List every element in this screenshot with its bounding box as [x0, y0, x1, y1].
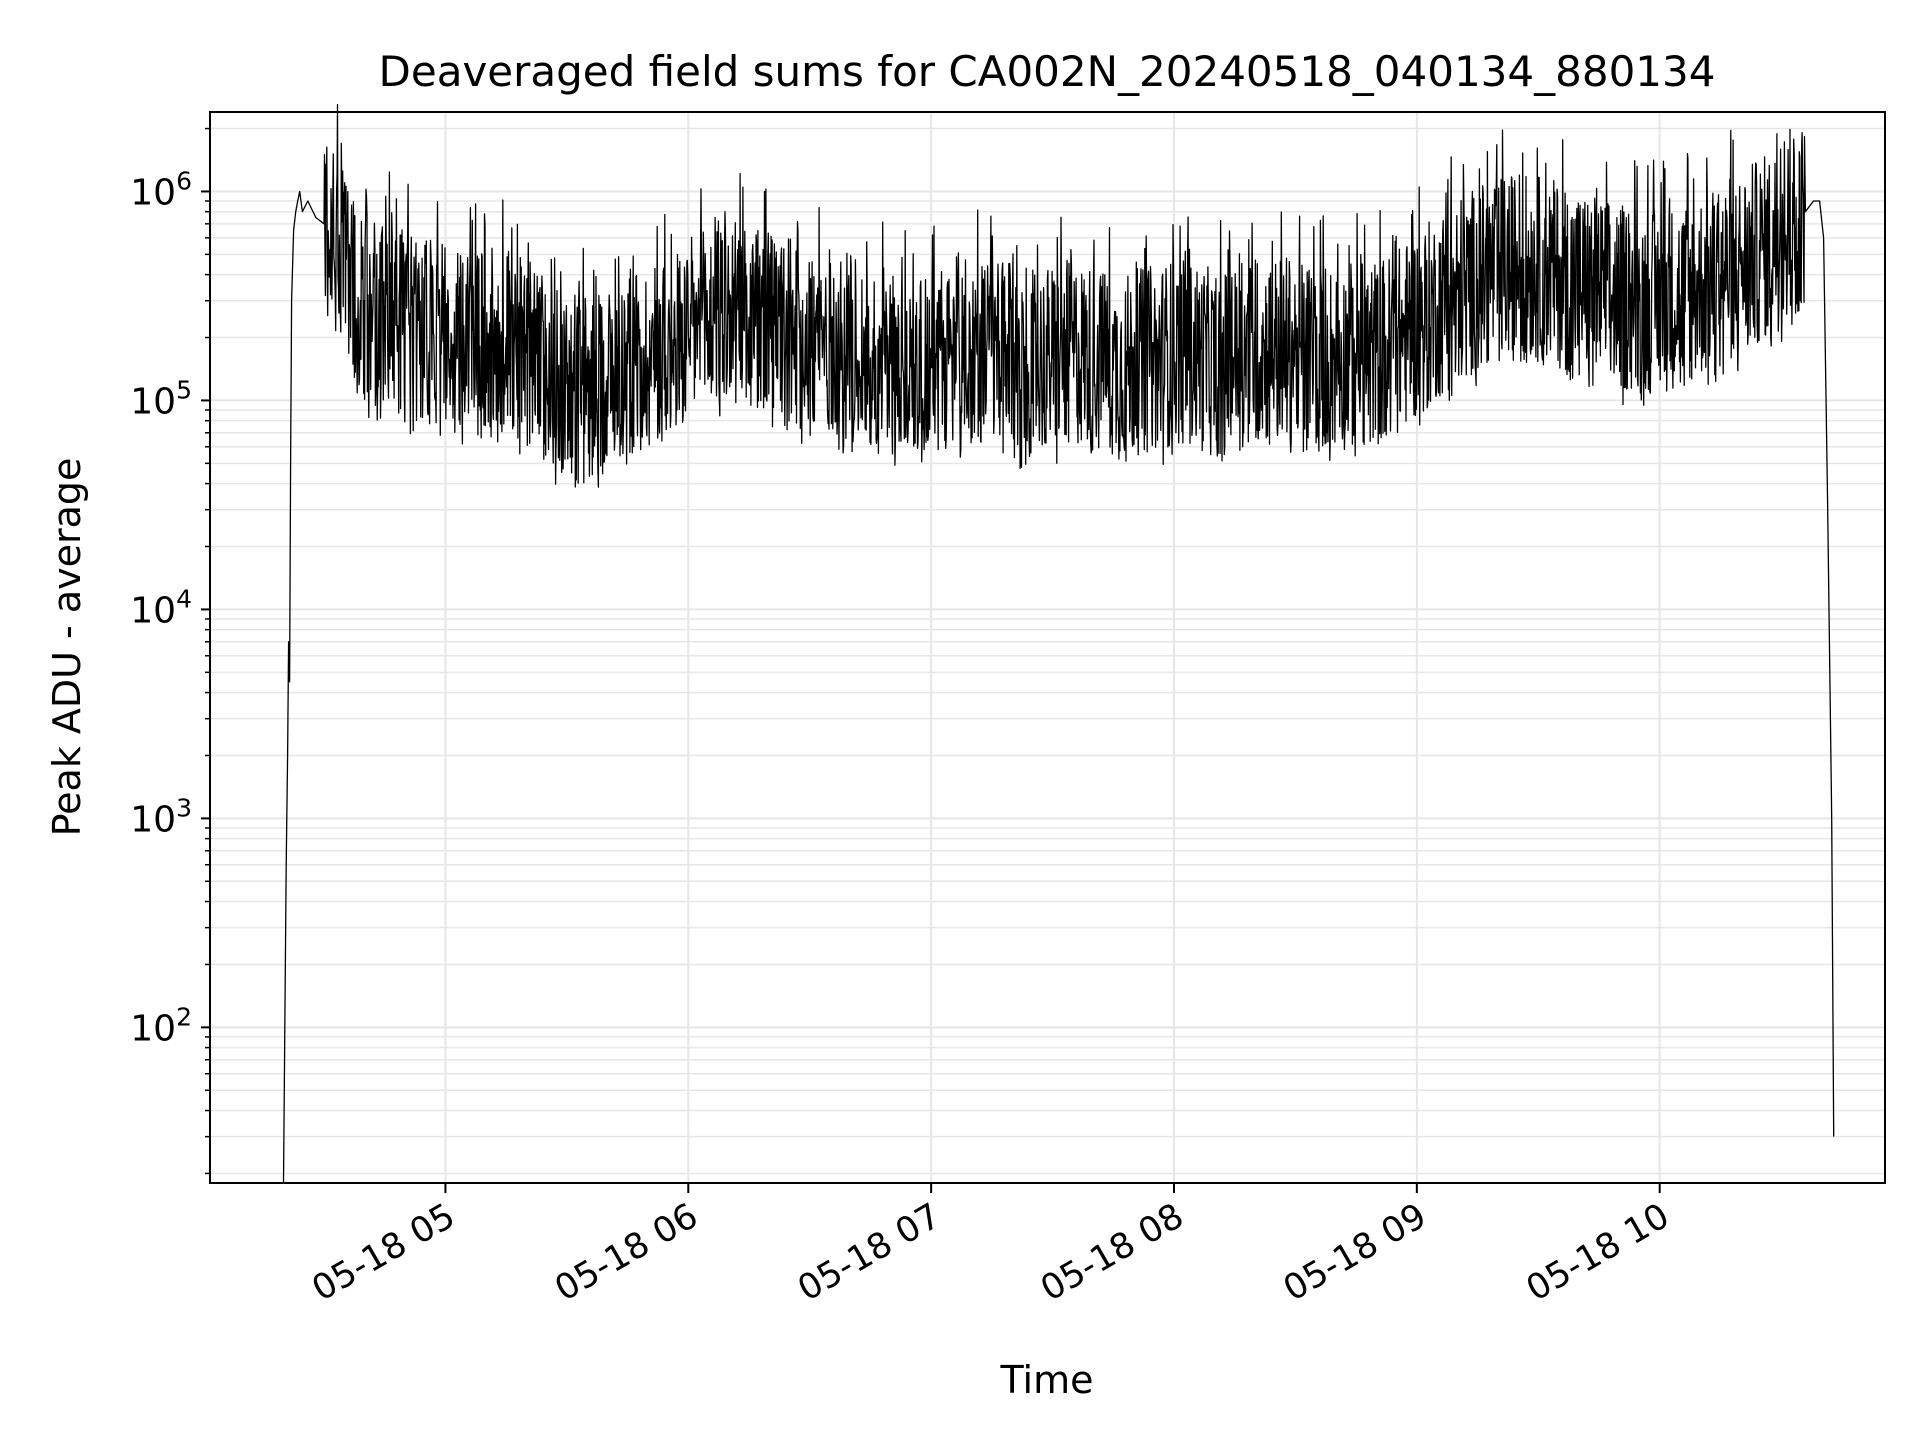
y-axis-label: Peak ADU - average [45, 458, 89, 837]
y-tick-label: 105 [130, 375, 192, 422]
plot-frame [209, 111, 1886, 1184]
y-tick-label: 106 [130, 166, 192, 213]
series-line [282, 104, 1835, 1184]
y-tick-label: 103 [130, 793, 192, 840]
y-tick-label: 104 [130, 584, 192, 631]
x-axis-label: Time [1000, 1358, 1094, 1402]
y-tick-label: 102 [130, 1002, 192, 1049]
chart-title: Deaveraged field sums for CA002N_2024051… [379, 47, 1716, 96]
y-axis: 102 103 104 105 106 [130, 127, 210, 1175]
data-series [282, 104, 1835, 1184]
